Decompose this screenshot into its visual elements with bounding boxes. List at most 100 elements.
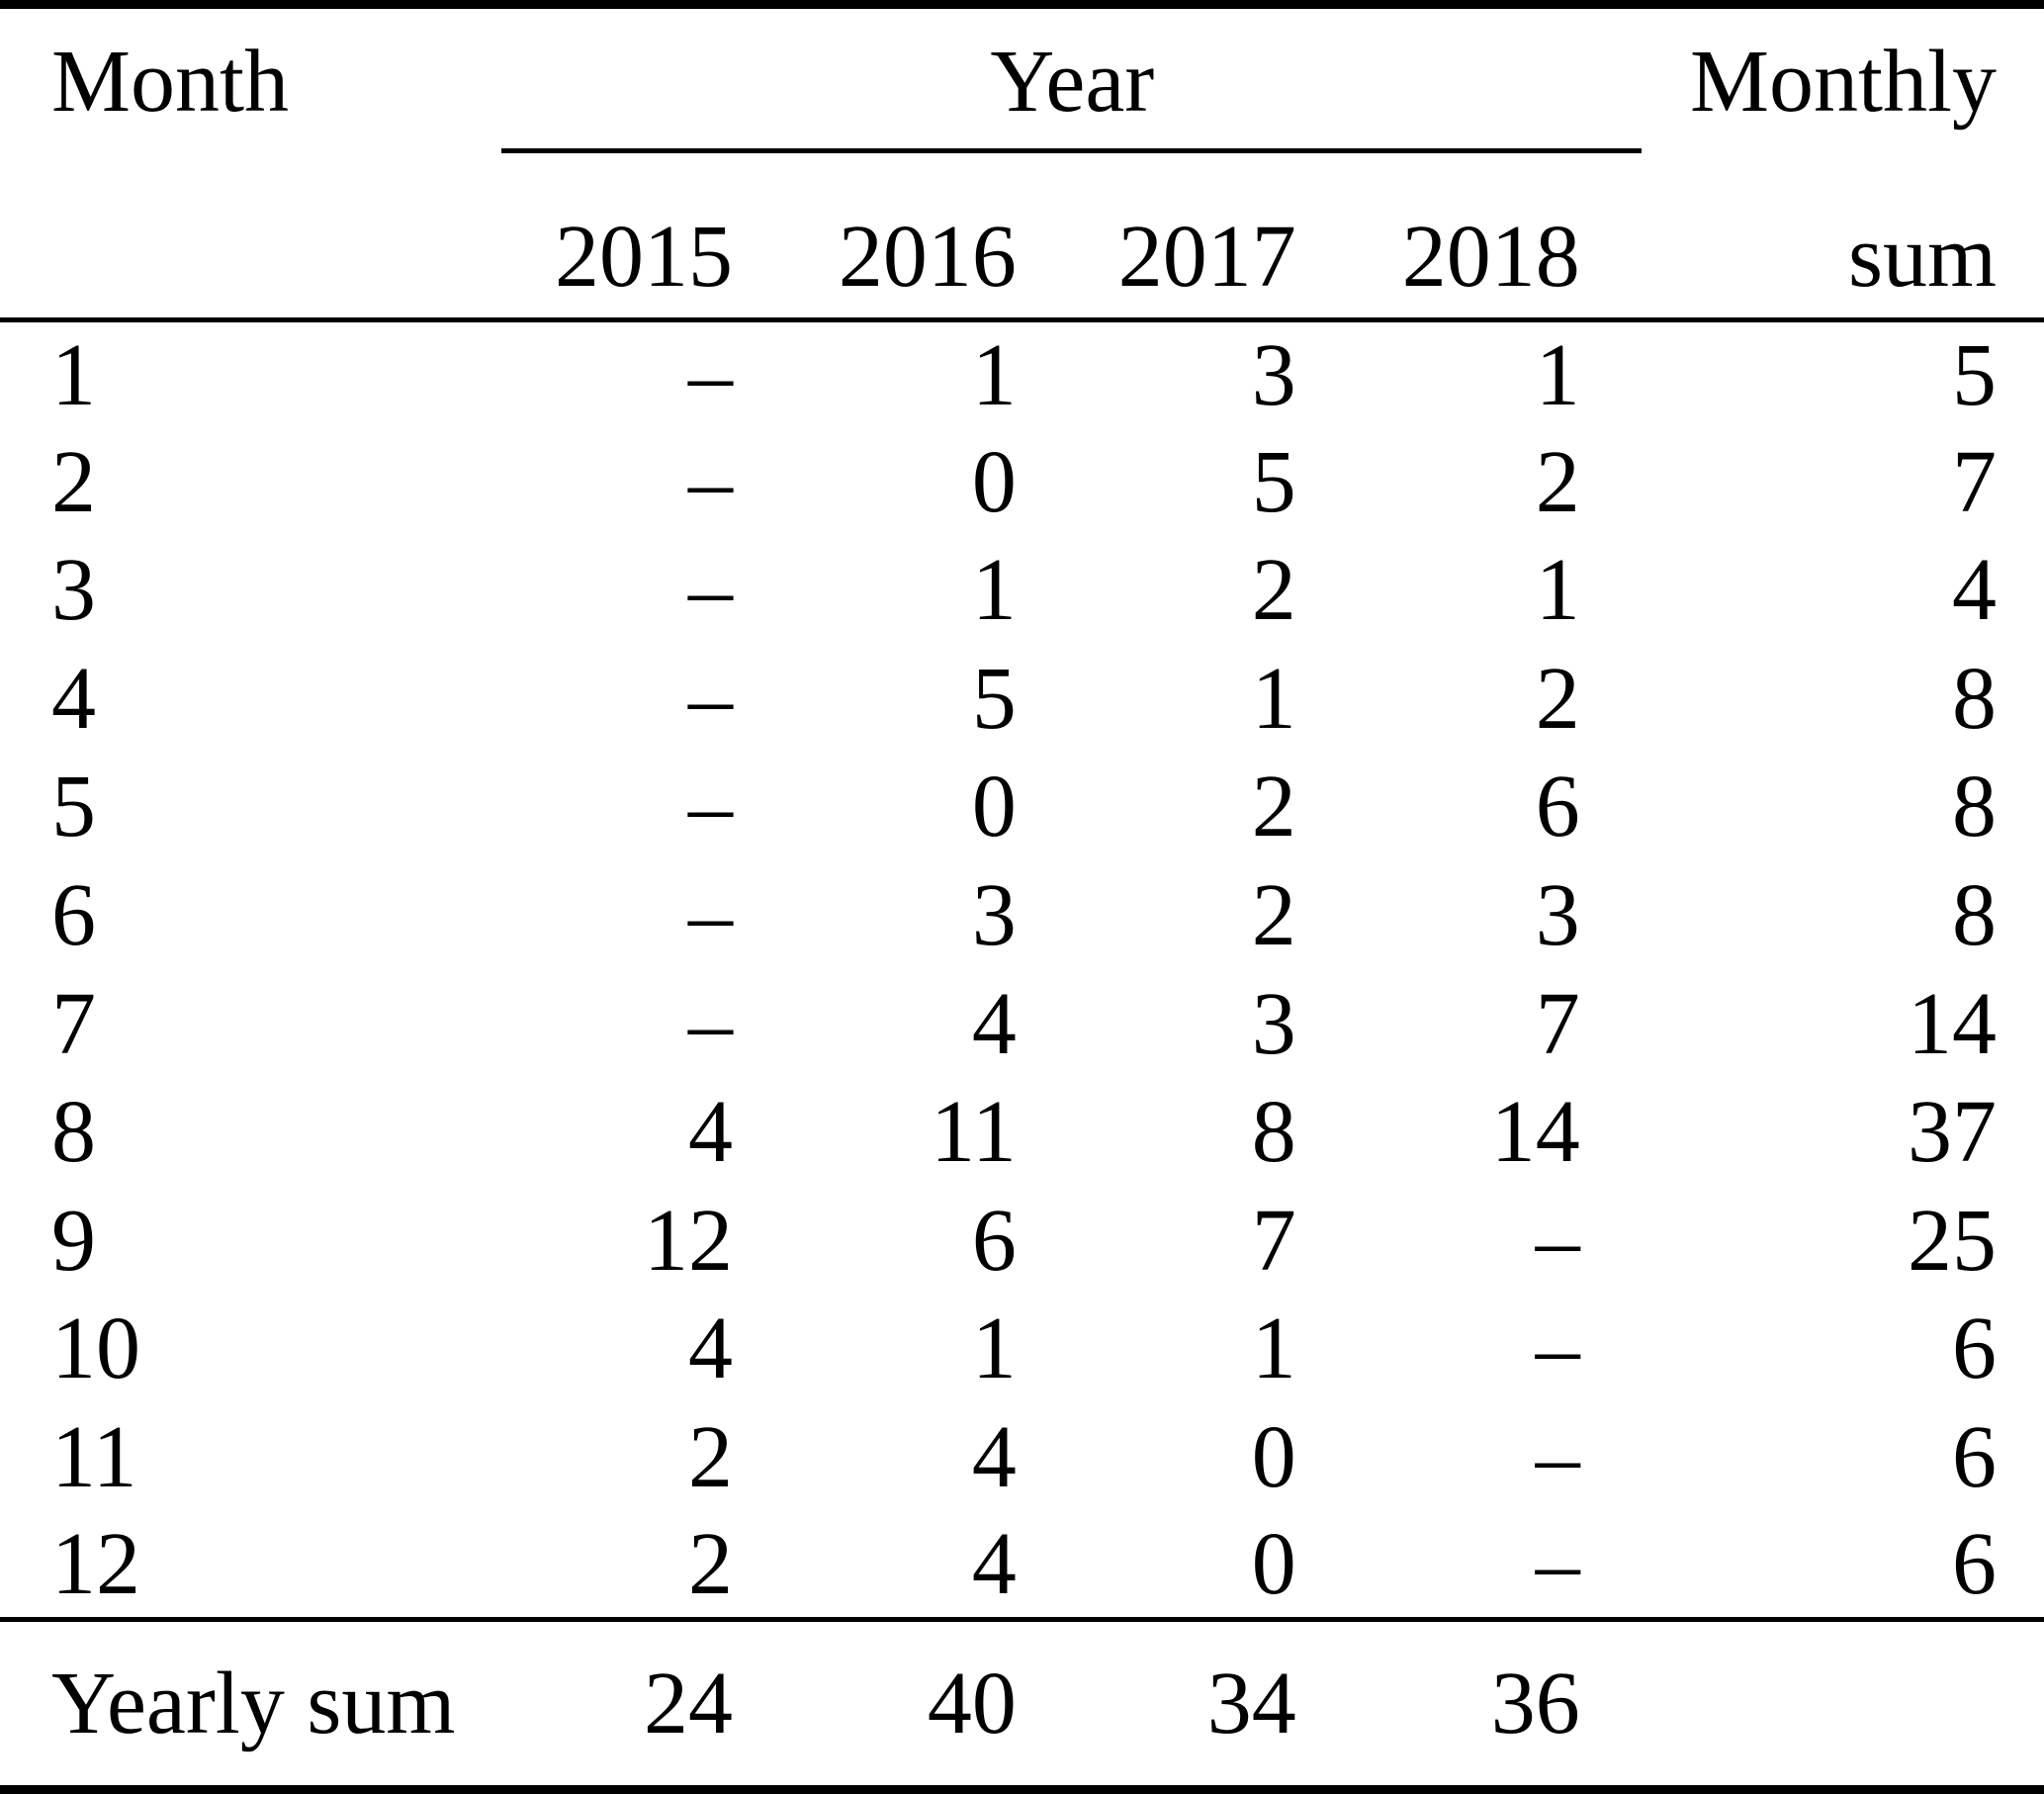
value-cell-2016: 0 [971, 432, 1017, 531]
table-row-month-1: 1 – 1 3 1 5 [0, 319, 2044, 428]
value-cell-2018: 1 [1535, 325, 1580, 424]
table-row-month-2: 2 – 0 5 2 7 [0, 428, 2044, 537]
month-cell: 4 [51, 649, 96, 748]
value-cell-2017: 0 [1251, 1407, 1296, 1506]
value-cell-2018: – [1535, 1191, 1580, 1290]
yearly-sum-label: Yearly sum [51, 1654, 456, 1752]
month-cell: 10 [51, 1300, 140, 1398]
value-cell-2018: 1 [1535, 541, 1580, 640]
month-cell: 6 [51, 866, 96, 964]
monthly-sum-cell: 14 [1908, 974, 1997, 1073]
monthly-sum-cell: 6 [1952, 1407, 1997, 1506]
table-row-month-4: 4 – 5 1 2 8 [0, 645, 2044, 754]
year-header-2016: 2016 [736, 144, 1021, 322]
table-row-month-6: 6 – 3 2 3 8 [0, 861, 2044, 970]
value-cell-2018: 7 [1535, 974, 1580, 1073]
value-cell-2016: 11 [931, 1083, 1017, 1182]
month-cell: 11 [51, 1407, 137, 1506]
value-cell-2016: 4 [971, 1407, 1017, 1506]
value-cell-2017: 1 [1251, 1300, 1296, 1398]
monthly-sum-cell: 6 [1583, 1510, 2044, 1622]
monthly-sum-cell: 8 [1952, 758, 1997, 856]
month-cell: 12 [0, 1510, 502, 1622]
value-cell-2017: 8 [1251, 1083, 1296, 1182]
month-cell: 7 [51, 974, 96, 1073]
value-cell-2017: 0 [1020, 1510, 1300, 1622]
yearly-sum-empty-cell [1584, 1619, 2044, 1789]
value-cell-2015: 4 [687, 1300, 733, 1398]
table-row-month-3: 3 – 1 2 1 4 [0, 536, 2044, 645]
table-row-month-8: 8 4 11 8 14 37 [0, 1078, 2044, 1187]
value-cell-2017: 2 [1251, 541, 1296, 640]
table-row-month-10: 10 4 1 1 – 6 [0, 1295, 2044, 1403]
table-row-month-9: 9 12 6 7 – 25 [0, 1186, 2044, 1295]
year-group-header: Year [990, 33, 1155, 131]
year-header-2017: 2017 [1020, 144, 1300, 322]
value-cell-2018: 2 [1535, 432, 1580, 531]
year-header-2015: 2015 [501, 144, 737, 322]
monthly-sum-header-line1: Monthly [1689, 33, 1997, 131]
value-cell-2015: 4 [687, 1083, 733, 1182]
value-cell-2017: 7 [1251, 1191, 1296, 1290]
month-cell: 3 [51, 541, 96, 640]
value-cell-2015: – [687, 325, 733, 424]
year-group-rule [501, 148, 1642, 153]
value-cell-2016: 0 [971, 758, 1017, 856]
month-cell: 1 [51, 325, 96, 424]
value-cell-2017: 3 [1251, 325, 1296, 424]
value-cell-2015: – [687, 758, 733, 856]
value-cell-2016: 6 [971, 1191, 1017, 1290]
header-row-group: Month Year Monthly [0, 5, 2044, 145]
yearly-sum-2015: 24 [643, 1654, 733, 1752]
value-cell-2015: – [687, 974, 733, 1073]
table-row-month-5: 5 – 0 2 6 8 [0, 753, 2044, 861]
monthly-sum-cell: 25 [1908, 1191, 1997, 1290]
value-cell-2015: – [687, 866, 733, 964]
year-header-2018: 2018 [1299, 144, 1584, 322]
value-cell-2015: 2 [501, 1510, 737, 1622]
monthly-sum-cell: 5 [1952, 325, 1997, 424]
value-cell-2016: 5 [971, 649, 1017, 748]
yearly-sum-2017: 34 [1206, 1654, 1296, 1752]
month-cell: 9 [51, 1191, 96, 1290]
value-cell-2017: 2 [1251, 866, 1296, 964]
table-row-month-7: 7 – 4 3 7 14 [0, 969, 2044, 1078]
value-cell-2018: – [1535, 1300, 1580, 1398]
month-column-header: Month [51, 33, 290, 131]
value-cell-2018: 3 [1535, 866, 1580, 964]
value-cell-2015: – [687, 432, 733, 531]
value-cell-2018: 14 [1490, 1083, 1580, 1182]
value-cell-2018: 6 [1535, 758, 1580, 856]
monthly-sum-cell: 7 [1952, 432, 1997, 531]
value-cell-2016: 4 [971, 974, 1017, 1073]
value-cell-2017: 3 [1251, 974, 1296, 1073]
value-cell-2015: – [687, 541, 733, 640]
header-row-years: 2015 2016 2017 2018 sum [0, 144, 2044, 322]
monthly-sum-cell: 37 [1908, 1083, 1997, 1182]
value-cell-2018: – [1299, 1510, 1584, 1622]
month-cell: 2 [51, 432, 96, 531]
monthly-sum-cell: 8 [1952, 649, 1997, 748]
value-cell-2016: 1 [971, 541, 1017, 640]
yearly-sum-2018: 36 [1490, 1654, 1580, 1752]
value-cell-2016: 4 [736, 1510, 1021, 1622]
value-cell-2015: 2 [687, 1407, 733, 1506]
monthly-sum-header-line2: sum [1583, 144, 2044, 322]
monthly-sum-cell: 8 [1952, 866, 1997, 964]
monthly-sum-cell: 6 [1952, 1300, 1997, 1398]
table-row-month-11: 11 2 4 0 – 6 [0, 1402, 2044, 1511]
yearly-sum-row: Yearly sum 24 40 34 36 [0, 1619, 2044, 1789]
value-cell-2015: – [687, 649, 733, 748]
month-cell: 5 [51, 758, 96, 856]
value-cell-2016: 1 [971, 325, 1017, 424]
value-cell-2016: 1 [971, 1300, 1017, 1398]
value-cell-2016: 3 [971, 866, 1017, 964]
table-row-month-12: 12 2 4 0 – 6 [0, 1510, 2044, 1622]
value-cell-2015: 12 [643, 1191, 733, 1290]
value-cell-2018: – [1535, 1407, 1580, 1506]
value-cell-2018: 2 [1535, 649, 1580, 748]
month-cell: 8 [51, 1083, 96, 1182]
empty-header-cell [0, 144, 502, 322]
